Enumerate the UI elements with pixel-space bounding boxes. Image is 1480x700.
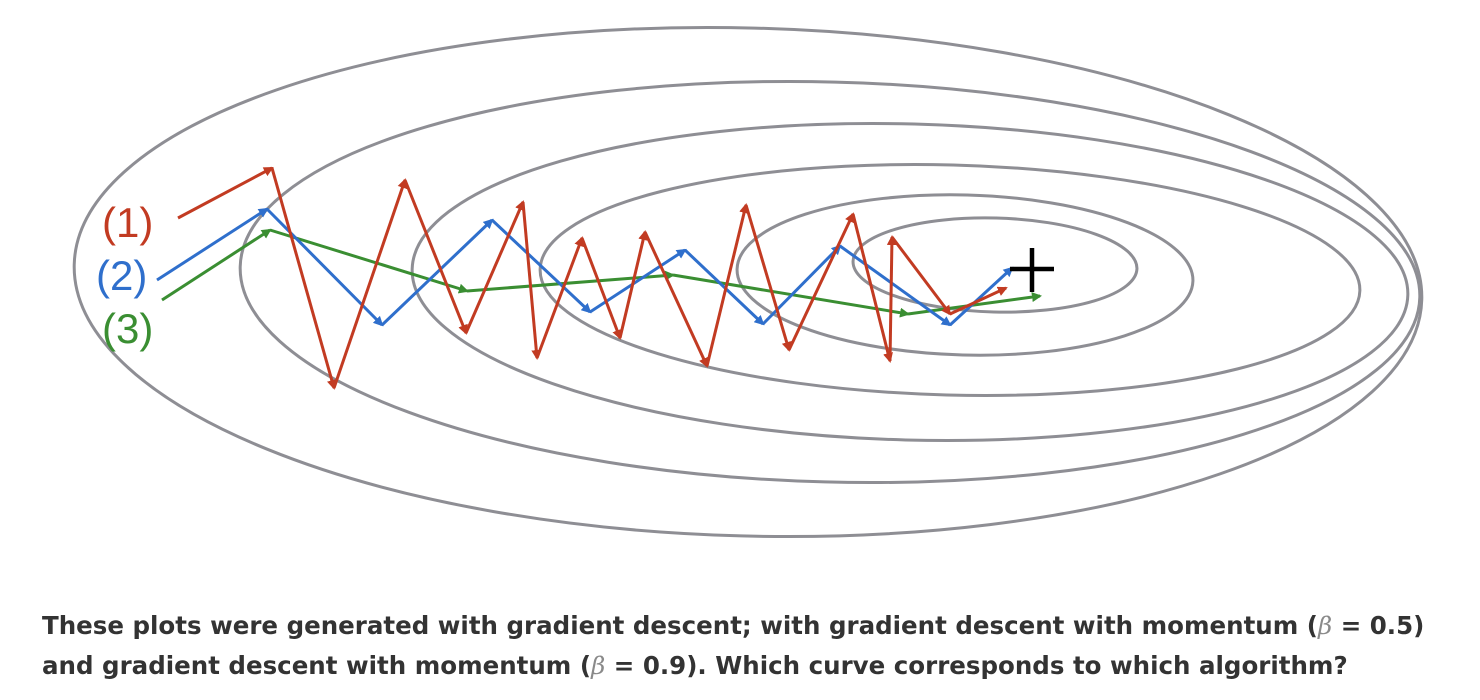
plus-icon — [1010, 248, 1054, 292]
path-label-2: (2) — [96, 252, 148, 299]
path-2-step-arrow — [683, 248, 765, 326]
path-label-1: (1) — [102, 199, 154, 246]
path-1-step-arrow — [270, 167, 337, 390]
path-3-step-arrow — [466, 270, 675, 293]
path-2-step-arrow — [839, 244, 952, 327]
path-2-trajectory — [156, 207, 1014, 327]
path-2-step-arrow — [490, 218, 592, 314]
path-1-step-arrow — [332, 178, 408, 389]
path-2-step-arrow — [948, 266, 1014, 327]
contour-1 — [72, 25, 1424, 539]
caption-part-1: These plots were generated with gradient… — [42, 611, 1318, 640]
path-1-step-arrow — [890, 236, 952, 316]
path-1-step-arrow — [886, 235, 897, 362]
path-1-step-arrow — [787, 212, 855, 351]
caption-part-3: = 0.9). Which curve corresponds to which… — [605, 651, 1348, 680]
path-2-step-arrow — [380, 218, 494, 327]
path-1-step-arrow — [521, 201, 542, 360]
path-3-step-arrow — [161, 228, 272, 302]
path-2-step-arrow — [156, 207, 269, 282]
path-1-step-arrow — [851, 213, 893, 363]
beta-symbol-1: β — [1318, 611, 1333, 640]
path-1-step-arrow — [580, 237, 622, 340]
contour-diagram — [72, 25, 1424, 539]
path-1-trajectory — [177, 166, 1008, 390]
contour-4 — [538, 163, 1362, 397]
beta-symbol-2: β — [591, 651, 606, 680]
path-1-step-arrow — [464, 200, 525, 334]
caption-part-2: = 0.5) and gradient descent with momentu… — [42, 611, 1425, 680]
path-1-step-arrow — [403, 179, 468, 335]
path-1-step-arrow — [643, 231, 709, 368]
path-2-step-arrow — [265, 207, 384, 327]
contour-5 — [735, 193, 1195, 357]
path-2-step-arrow — [761, 244, 842, 326]
path-1-step-arrow — [705, 203, 749, 367]
path-label-3: (3) — [102, 305, 154, 352]
contour-6 — [851, 216, 1139, 314]
contour-3 — [410, 122, 1410, 442]
path-1-step-arrow — [177, 166, 274, 220]
path-1-step-arrow — [949, 286, 1008, 316]
path-1-step-arrow — [535, 236, 584, 359]
path-1-step-arrow — [618, 230, 649, 339]
contour-ellipses — [72, 25, 1424, 539]
question-caption: These plots were generated with gradient… — [42, 606, 1462, 686]
contour-2 — [238, 79, 1422, 485]
path-1-step-arrow — [744, 204, 792, 352]
path-3-step-arrow — [269, 228, 469, 294]
